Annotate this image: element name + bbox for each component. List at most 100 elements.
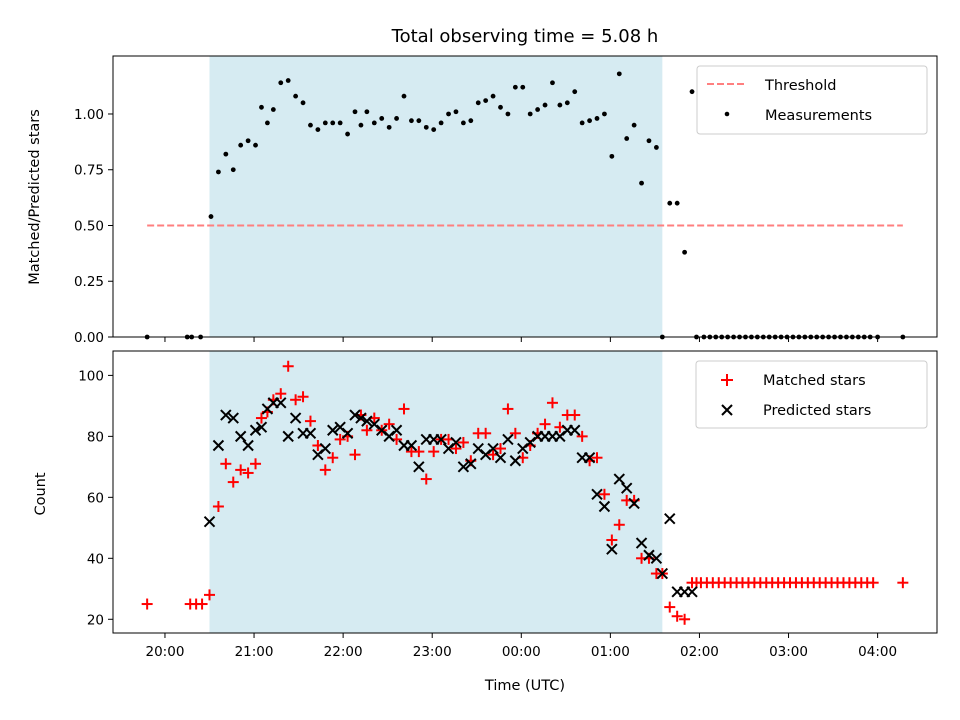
measurement-point [468, 118, 474, 124]
measurement-point [564, 100, 570, 106]
matched-star-point [897, 577, 909, 589]
measurement-point [460, 120, 466, 126]
bottom-x-axis-label: Time (UTC) [484, 678, 565, 694]
top-axes-frame [112, 55, 938, 338]
bottom-y-axis-label: Count [33, 472, 49, 515]
measurement-point [330, 120, 336, 126]
measurement-point [208, 214, 214, 219]
matched-star-point [867, 577, 879, 589]
measurement-point [270, 107, 276, 112]
matched-star-point [606, 534, 618, 546]
measurement-point [674, 200, 680, 206]
matched-star-point [539, 418, 551, 430]
predicted-star-point [606, 543, 618, 555]
matched-star-point [495, 443, 507, 455]
measurement-point [259, 104, 264, 110]
predicted-star-point [457, 461, 470, 473]
bottom-legend: Matched stars Predicted stars [695, 360, 928, 429]
predicted-star-point [502, 433, 514, 446]
matched-star-point [457, 436, 469, 448]
predicted-star-point [494, 451, 507, 464]
measurement-point [300, 100, 306, 106]
bottom-plot-marks [141, 360, 909, 625]
measurement-point [557, 102, 563, 108]
bottom-x-tick-label: 20:00 [146, 644, 185, 660]
matched-star-point [679, 613, 691, 625]
measurement-point [646, 138, 652, 144]
predicted-star-point [234, 430, 247, 443]
measurement-point [358, 122, 364, 128]
matched-star-point [664, 601, 676, 613]
predicted-star-point [203, 516, 216, 528]
measurement-point [550, 80, 555, 86]
matched-star-point [480, 427, 492, 439]
predicted-star-point [487, 442, 499, 455]
measurement-point [438, 120, 444, 126]
measurement-point [431, 127, 437, 132]
bottom-x-tick-label: 01:00 [591, 644, 630, 660]
bottom-x-tick-label: 02:00 [680, 644, 719, 660]
matched-star-point [141, 598, 153, 610]
matched-star-point [196, 598, 208, 610]
measurement-point [345, 131, 350, 137]
top-y-axis: 0.00 0.25 0.50 0.75 1.00 [74, 107, 113, 346]
matched-star-point [275, 388, 287, 400]
matched-star-point [450, 443, 462, 455]
predicted-star-point [413, 461, 425, 473]
bottom-x-axis: 20:00 21:00 22:00 23:00 00:00 01:00 02:00 03:00… [146, 633, 897, 660]
predicted-star-point [390, 424, 403, 436]
top-legend: Threshold Measurements [696, 65, 928, 135]
predicted-star-point [319, 442, 332, 455]
measurement-point [527, 111, 533, 117]
predicted-star-point [361, 415, 373, 427]
top-legend-box [696, 65, 928, 135]
matched-star-point [304, 415, 316, 427]
measurement-point [379, 116, 385, 121]
top-x-ticks [164, 337, 879, 342]
predicted-star-point [349, 409, 361, 421]
measurement-point [423, 124, 429, 130]
top-y-tick-label: 0.25 [74, 274, 104, 290]
top-panel: 0.00 0.25 0.50 0.75 1.00 Matched/Predicted s… [27, 55, 938, 346]
measurement-point [609, 153, 615, 159]
measurement-point [293, 93, 299, 99]
predicted-star-point [664, 512, 676, 525]
measurement-point [512, 84, 518, 90]
matched-star-point [428, 446, 440, 458]
measurement-point [285, 78, 291, 83]
top-y-axis-label: Matched/Predicted stars [27, 109, 43, 285]
predicted-star-point [355, 412, 367, 424]
bottom-legend-box [695, 360, 928, 429]
measurement-point [602, 111, 607, 117]
measurement-point [653, 145, 659, 150]
matched-star-point [383, 418, 395, 430]
matched-star-point [235, 464, 247, 476]
predicted-star-point [613, 473, 625, 485]
predicted-star-point [650, 552, 663, 565]
matched-star-point [546, 397, 558, 409]
measurement-point [572, 89, 578, 95]
measurement-point [386, 124, 392, 130]
matched-star-point [220, 458, 232, 470]
top-y-tick-label: 0.00 [74, 330, 104, 346]
matched-star-point [569, 409, 581, 421]
predicted-star-point [628, 497, 640, 510]
measurement-point [579, 120, 585, 126]
measurement-point [216, 169, 221, 175]
measurement-point [490, 93, 496, 99]
predicted-star-point [465, 458, 477, 470]
legend-predicted-swatch [721, 404, 733, 416]
bottom-panel: 20 40 60 80 100 20:00 21:00 22:00 23:00 00:00 01:… [33, 350, 938, 694]
measurement-point [520, 84, 526, 90]
chart-title: Total observing time = 5.08 h [391, 26, 659, 47]
measurement-point [631, 122, 637, 128]
matched-star-point [297, 391, 309, 403]
bottom-axes-frame [112, 350, 938, 634]
bottom-x-tick-label: 22:00 [324, 644, 363, 660]
measurement-point [505, 111, 511, 117]
bottom-y-tick-label: 100 [78, 368, 104, 384]
measurement-point [682, 249, 688, 255]
matched-star-point [327, 452, 339, 464]
predicted-star-point [656, 567, 669, 580]
measurement-point [689, 89, 695, 95]
